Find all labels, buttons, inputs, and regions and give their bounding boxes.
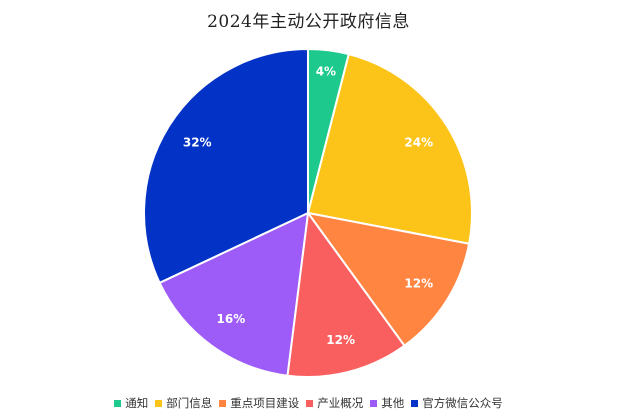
legend-item-5[interactable]: 其他 bbox=[370, 395, 404, 411]
legend-label: 通知 bbox=[125, 396, 149, 410]
chart-title: 2024年主动公开政府信息 bbox=[207, 12, 410, 32]
legend-label: 部门信息 bbox=[166, 396, 213, 410]
legend-swatch bbox=[370, 399, 378, 407]
pie-slice-3 bbox=[307, 212, 471, 347]
chart-legend: 通知 部门信息 重点项目建设 产业概况 其他 官方微信公众号 bbox=[0, 395, 617, 411]
pie-label-2: 24% bbox=[404, 136, 433, 150]
pie-slice-2 bbox=[307, 53, 473, 245]
legend-item-4[interactable]: 产业概况 bbox=[306, 395, 363, 411]
legend-item-6[interactable]: 官方微信公众号 bbox=[411, 395, 503, 411]
pie-label-3: 12% bbox=[404, 276, 433, 290]
legend-item-2[interactable]: 部门信息 bbox=[155, 395, 212, 411]
pie-slice-5 bbox=[158, 212, 309, 377]
pie-label-1: 4% bbox=[316, 64, 336, 78]
pie-label-4: 12% bbox=[326, 333, 355, 347]
legend-swatch bbox=[306, 399, 314, 407]
legend-label: 产业概况 bbox=[317, 396, 364, 410]
legend-swatch bbox=[155, 399, 163, 407]
legend-swatch bbox=[114, 399, 122, 407]
pie-label-5: 16% bbox=[217, 312, 246, 326]
legend-swatch bbox=[411, 399, 419, 407]
legend-label: 其他 bbox=[381, 396, 405, 410]
legend-item-1[interactable]: 通知 bbox=[114, 395, 148, 411]
legend-swatch bbox=[219, 399, 227, 407]
legend-label: 重点项目建设 bbox=[230, 396, 300, 410]
legend-label: 官方微信公众号 bbox=[422, 396, 503, 410]
pie-slice-6 bbox=[143, 48, 309, 284]
pie-label-6: 32% bbox=[183, 136, 212, 150]
legend-item-3[interactable]: 重点项目建设 bbox=[219, 395, 299, 411]
pie-slice-4 bbox=[286, 212, 406, 378]
